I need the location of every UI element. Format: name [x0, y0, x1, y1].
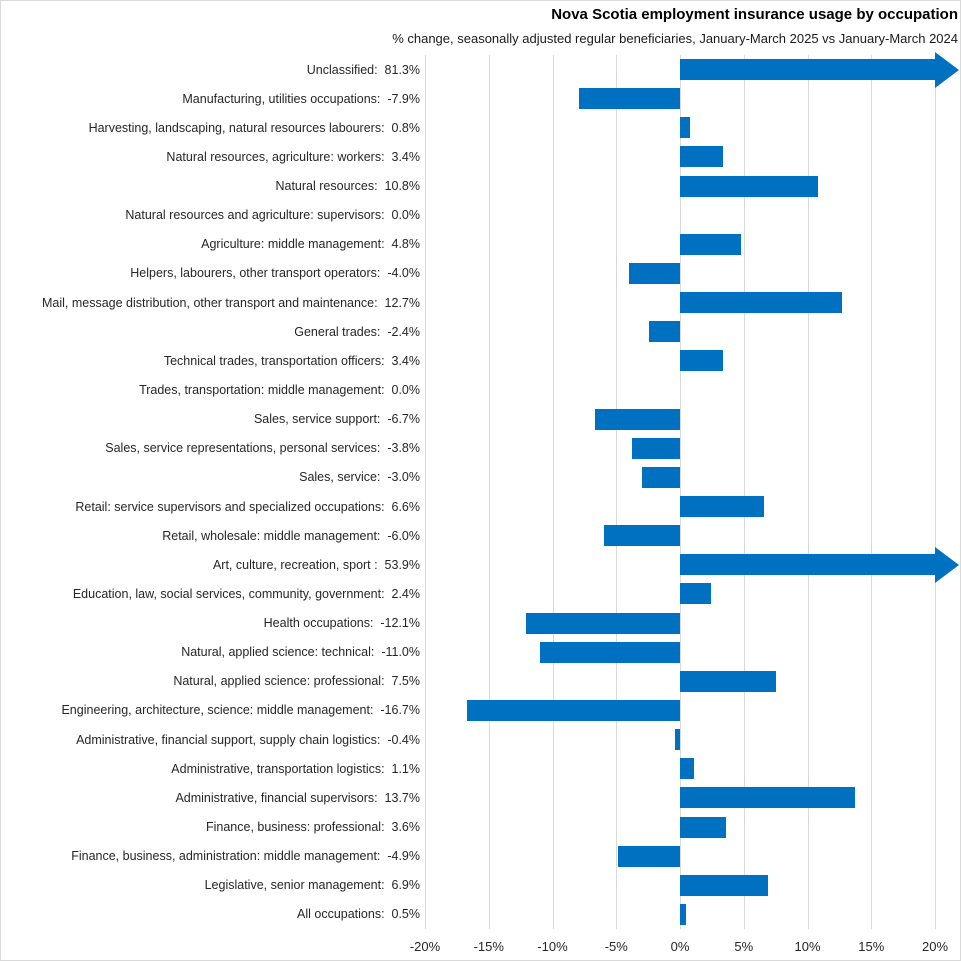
category-label: Manufacturing, utilities occupations: -7…	[182, 91, 420, 106]
category-label: Administrative, financial support, suppl…	[76, 732, 420, 747]
x-tick-label: -15%	[473, 939, 504, 954]
category-label: Finance, business: professional: 3.6%	[205, 820, 420, 835]
x-tick-label: -5%	[604, 939, 628, 954]
x-tick-label: 10%	[794, 939, 821, 954]
arrowhead-icon	[935, 546, 959, 583]
bar	[680, 117, 691, 139]
bar	[680, 903, 687, 925]
gridline	[552, 55, 554, 929]
bar	[603, 525, 680, 547]
x-tick-label: 5%	[734, 939, 754, 954]
category-label: General trades: -2.4%	[294, 324, 420, 339]
bar	[680, 496, 765, 518]
category-label: Education, law, social services, communi…	[72, 586, 420, 601]
gridline	[680, 55, 681, 929]
category-label: Sales, service support: -6.7%	[253, 412, 420, 427]
bar	[467, 700, 680, 721]
bar	[539, 641, 680, 663]
bar	[680, 175, 818, 197]
arrowhead-icon	[935, 51, 959, 88]
x-tick-label: 0%	[670, 939, 690, 954]
category-label: Natural, applied science: technical: -11…	[181, 645, 420, 660]
category-label: Art, culture, recreation, sport : 53.9%	[212, 557, 420, 572]
category-label: Administrative, transportation logistics…	[171, 761, 420, 776]
category-label: Mail, message distribution, other transp…	[42, 295, 420, 310]
bar	[631, 437, 680, 459]
chart-title: Nova Scotia employment insurance usage b…	[551, 6, 958, 23]
category-label: Legislative, senior management: 6.9%	[204, 878, 420, 893]
x-tick-label: 20%	[921, 939, 949, 954]
bar	[579, 88, 680, 110]
gridline	[616, 55, 618, 929]
bar	[674, 729, 680, 751]
category-label: Natural resources and agriculture: super…	[125, 208, 420, 223]
category-label: Finance, business, administration: middl…	[71, 849, 420, 864]
category-label: Natural resources: 10.8%	[275, 179, 420, 194]
bar	[680, 233, 742, 255]
bar	[617, 845, 680, 867]
bar	[680, 146, 724, 168]
bar	[680, 758, 695, 780]
category-label: Natural resources, agriculture: workers:…	[166, 149, 420, 164]
bar	[680, 670, 776, 692]
category-label: Retail, wholesale: middle management: -6…	[162, 528, 420, 543]
category-label: Technical trades, transportation officer…	[163, 353, 420, 368]
gridline	[743, 55, 745, 929]
x-tick-label: -10%	[537, 939, 568, 954]
bar-overflow	[680, 59, 935, 81]
x-tick-label: 15%	[858, 939, 885, 954]
bar	[629, 263, 680, 284]
category-label: Engineering, architecture, science: midd…	[61, 703, 420, 718]
bar	[525, 612, 680, 634]
bar	[680, 292, 842, 314]
category-label: Health occupations: -12.1%	[263, 616, 420, 631]
gridline	[807, 55, 809, 929]
bar	[641, 466, 680, 488]
gridline	[935, 55, 936, 929]
bar	[649, 321, 680, 343]
bar	[680, 874, 768, 896]
bar	[680, 816, 726, 838]
bar-overflow	[680, 554, 935, 576]
category-label: Sales, service representations, personal…	[105, 441, 420, 456]
category-label: Administrative, financial supervisors: 1…	[175, 790, 420, 805]
category-label: Natural, applied science: professional: …	[173, 674, 420, 689]
category-label: Sales, service: -3.0%	[299, 470, 420, 485]
x-tick-label: -20%	[409, 939, 441, 954]
bar	[680, 787, 855, 809]
bar	[594, 408, 680, 430]
bar	[680, 350, 724, 372]
chart-subtitle: % change, seasonally adjusted regular be…	[392, 31, 958, 46]
bar	[680, 583, 711, 605]
category-label: Unclassified: 81.3%	[306, 62, 420, 77]
category-label: Retail: service supervisors and speciali…	[75, 499, 420, 514]
category-label: Helpers, labourers, other transport oper…	[130, 266, 420, 281]
category-label: Agriculture: middle management: 4.8%	[201, 237, 420, 252]
category-label: Harvesting, landscaping, natural resourc…	[88, 120, 420, 135]
gridline	[488, 55, 490, 929]
gridline	[425, 55, 426, 929]
gridline	[871, 55, 873, 929]
category-label: Trades, transportation: middle managemen…	[139, 383, 420, 398]
category-label: All occupations: 0.5%	[297, 907, 420, 922]
